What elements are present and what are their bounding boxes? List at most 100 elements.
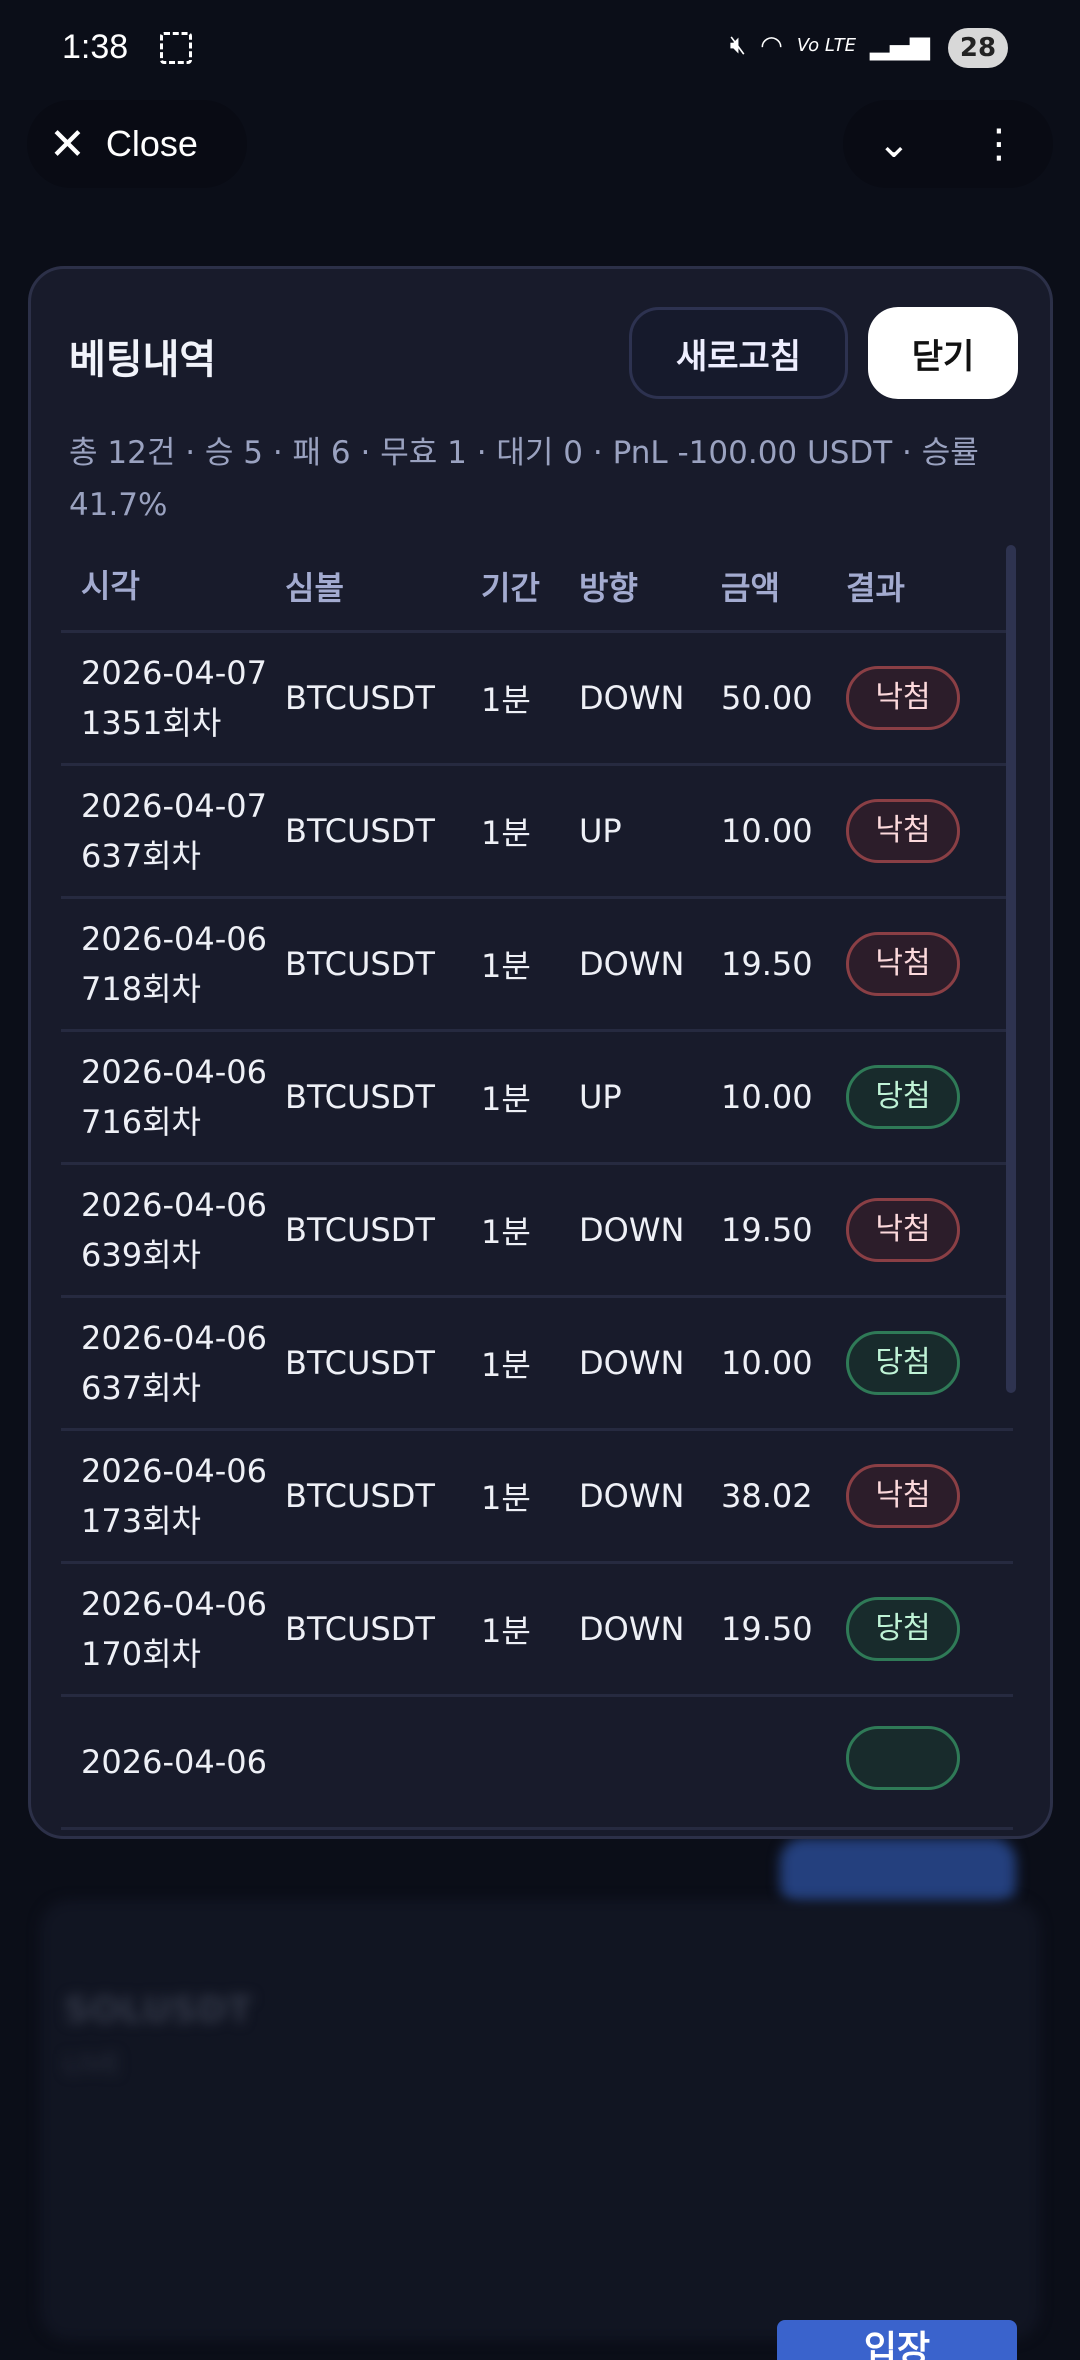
betting-history-modal: 베팅내역 새로고침 닫기 총 12건 · 승 5 · 패 6 · 무효 1 · …	[28, 266, 1053, 1839]
cell-round: 639회차	[81, 1236, 201, 1274]
result-badge	[846, 1726, 960, 1790]
cell-direction: DOWN	[579, 1477, 685, 1515]
cell-result	[846, 1726, 976, 1798]
cell-direction: UP	[579, 1078, 622, 1116]
cell-result: 당첨	[846, 1331, 976, 1395]
background-button	[780, 1838, 1016, 1908]
table-row: 2026-04-06 718회차 BTCUSDT 1분 DOWN 19.50 낙첨	[61, 899, 1013, 1032]
cell-round: 173회차	[81, 1502, 201, 1540]
cell-direction: DOWN	[579, 1211, 685, 1249]
cell-result: 낙첨	[846, 932, 976, 996]
cell-period: 1분	[481, 1479, 531, 1517]
cell-direction: UP	[579, 812, 622, 850]
background-market-card	[40, 1900, 1040, 2340]
cell-time: 2026-04-06 173회차	[61, 1446, 285, 1546]
cell-period: 1분	[481, 947, 531, 985]
cell-date: 2026-04-06	[81, 920, 267, 958]
cell-round: 718회차	[81, 970, 201, 1008]
background-symbol: SOLUSDT	[64, 1990, 252, 2031]
cell-amount: 10.00	[721, 1344, 813, 1382]
cell-symbol: BTCUSDT	[285, 1610, 435, 1648]
cell-date: 2026-04-06	[81, 1585, 267, 1623]
close-button[interactable]: 닫기	[868, 307, 1018, 399]
cell-round: 1351회차	[81, 704, 222, 742]
refresh-button[interactable]: 새로고침	[629, 307, 848, 399]
cell-time: 2026-04-06 637회차	[61, 1313, 285, 1413]
cell-date: 2026-04-06	[81, 1452, 267, 1490]
col-amount: 금액	[721, 568, 780, 607]
summary-text: 총 12건 · 승 5 · 패 6 · 무효 1 · 대기 0 · PnL -1…	[69, 435, 979, 523]
cell-time: 2026-04-06	[61, 1737, 285, 1787]
cell-period: 1분	[481, 681, 531, 719]
cell-date: 2026-04-06	[81, 1053, 267, 1091]
table-scrollbar[interactable]	[1006, 545, 1016, 1393]
status-time: 1:38	[62, 28, 129, 66]
cell-symbol: BTCUSDT	[285, 1477, 435, 1515]
cell-round: 716회차	[81, 1103, 201, 1141]
history-table[interactable]: 시각 심볼 기간 방향 금액 결과 2026-04-07 1351회차 BTCUSD…	[61, 541, 1013, 1836]
cell-result: 낙첨	[846, 666, 976, 730]
more-vert-icon[interactable]: ⋮	[978, 121, 1019, 167]
cell-time: 2026-04-06 639회차	[61, 1180, 285, 1280]
browser-actions: ⌄ ⋮	[843, 100, 1053, 188]
battery-indicator: 28	[948, 28, 1008, 68]
cell-symbol: BTCUSDT	[285, 1344, 435, 1382]
cell-period: 1분	[481, 1213, 531, 1251]
cell-result: 당첨	[846, 1597, 976, 1661]
cell-period: 1분	[481, 814, 531, 852]
result-badge: 낙첨	[846, 799, 960, 863]
cell-result: 낙첨	[846, 1464, 976, 1528]
cell-time: 2026-04-06 170회차	[61, 1579, 285, 1679]
cell-amount: 19.50	[721, 1610, 813, 1648]
status-bar: 1:38 🔇︎ ◠ Vo LTE ▂▄▆ 28	[0, 0, 1080, 90]
cell-round: 637회차	[81, 1369, 201, 1407]
table-row: 2026-04-06 716회차 BTCUSDT 1분 UP 10.00 당첨	[61, 1032, 1013, 1165]
cell-direction: DOWN	[579, 945, 685, 983]
table-row: 2026-04-06 637회차 BTCUSDT 1분 DOWN 10.00 당첨	[61, 1298, 1013, 1431]
result-badge: 당첨	[846, 1597, 960, 1661]
cell-time: 2026-04-06 718회차	[61, 914, 285, 1014]
cell-amount: 19.50	[721, 945, 813, 983]
cell-amount: 19.50	[721, 1211, 813, 1249]
cell-date: 2026-04-06	[81, 1186, 267, 1224]
table-row: 2026-04-06 639회차 BTCUSDT 1분 DOWN 19.50 낙첨	[61, 1165, 1013, 1298]
background-status: LIVE	[64, 2050, 121, 2080]
result-badge: 낙첨	[846, 1198, 960, 1262]
table-header: 시각 심볼 기간 방향 금액 결과	[61, 541, 1013, 633]
cell-date: 2026-04-06	[81, 1743, 267, 1781]
cell-date: 2026-04-06	[81, 1319, 267, 1357]
browser-close-button[interactable]: ✕ Close	[27, 100, 247, 188]
cell-symbol: BTCUSDT	[285, 679, 435, 717]
close-icon: ✕	[49, 118, 86, 170]
cell-amount: 50.00	[721, 679, 813, 717]
cell-direction: DOWN	[579, 1610, 685, 1648]
cell-period: 1분	[481, 1080, 531, 1118]
table-row: 2026-04-07 1351회차 BTCUSDT 1분 DOWN 50.00 낙첨	[61, 633, 1013, 766]
chevron-down-icon[interactable]: ⌄	[877, 121, 911, 167]
cell-round: 637회차	[81, 837, 201, 875]
result-badge: 낙첨	[846, 666, 960, 730]
cell-amount: 38.02	[721, 1477, 813, 1515]
table-row: 2026-04-06 173회차 BTCUSDT 1분 DOWN 38.02 낙첨	[61, 1431, 1013, 1564]
cell-amount: 10.00	[721, 812, 813, 850]
col-direction: 방향	[579, 568, 638, 607]
cell-period: 1분	[481, 1346, 531, 1384]
wifi-icon: ◠	[760, 30, 783, 61]
col-time: 시각	[81, 566, 140, 605]
cell-result: 낙첨	[846, 799, 976, 863]
cell-round: 170회차	[81, 1635, 201, 1673]
enter-button[interactable]: 입장	[777, 2320, 1017, 2360]
status-icons: 🔇︎ ◠ Vo LTE ▂▄▆	[730, 30, 930, 61]
cell-symbol: BTCUSDT	[285, 945, 435, 983]
cell-direction: DOWN	[579, 679, 685, 717]
table-row: 2026-04-06	[61, 1697, 1013, 1830]
cell-date: 2026-04-07	[81, 654, 267, 692]
cell-amount: 10.00	[721, 1078, 813, 1116]
col-period: 기간	[481, 568, 540, 607]
cell-direction: DOWN	[579, 1344, 685, 1382]
close-label: Close	[105, 123, 198, 164]
table-row: 2026-04-07 637회차 BTCUSDT 1분 UP 10.00 낙첨	[61, 766, 1013, 899]
cell-time: 2026-04-07 637회차	[61, 781, 285, 881]
cell-result: 낙첨	[846, 1198, 976, 1262]
cell-period: 1분	[481, 1612, 531, 1650]
